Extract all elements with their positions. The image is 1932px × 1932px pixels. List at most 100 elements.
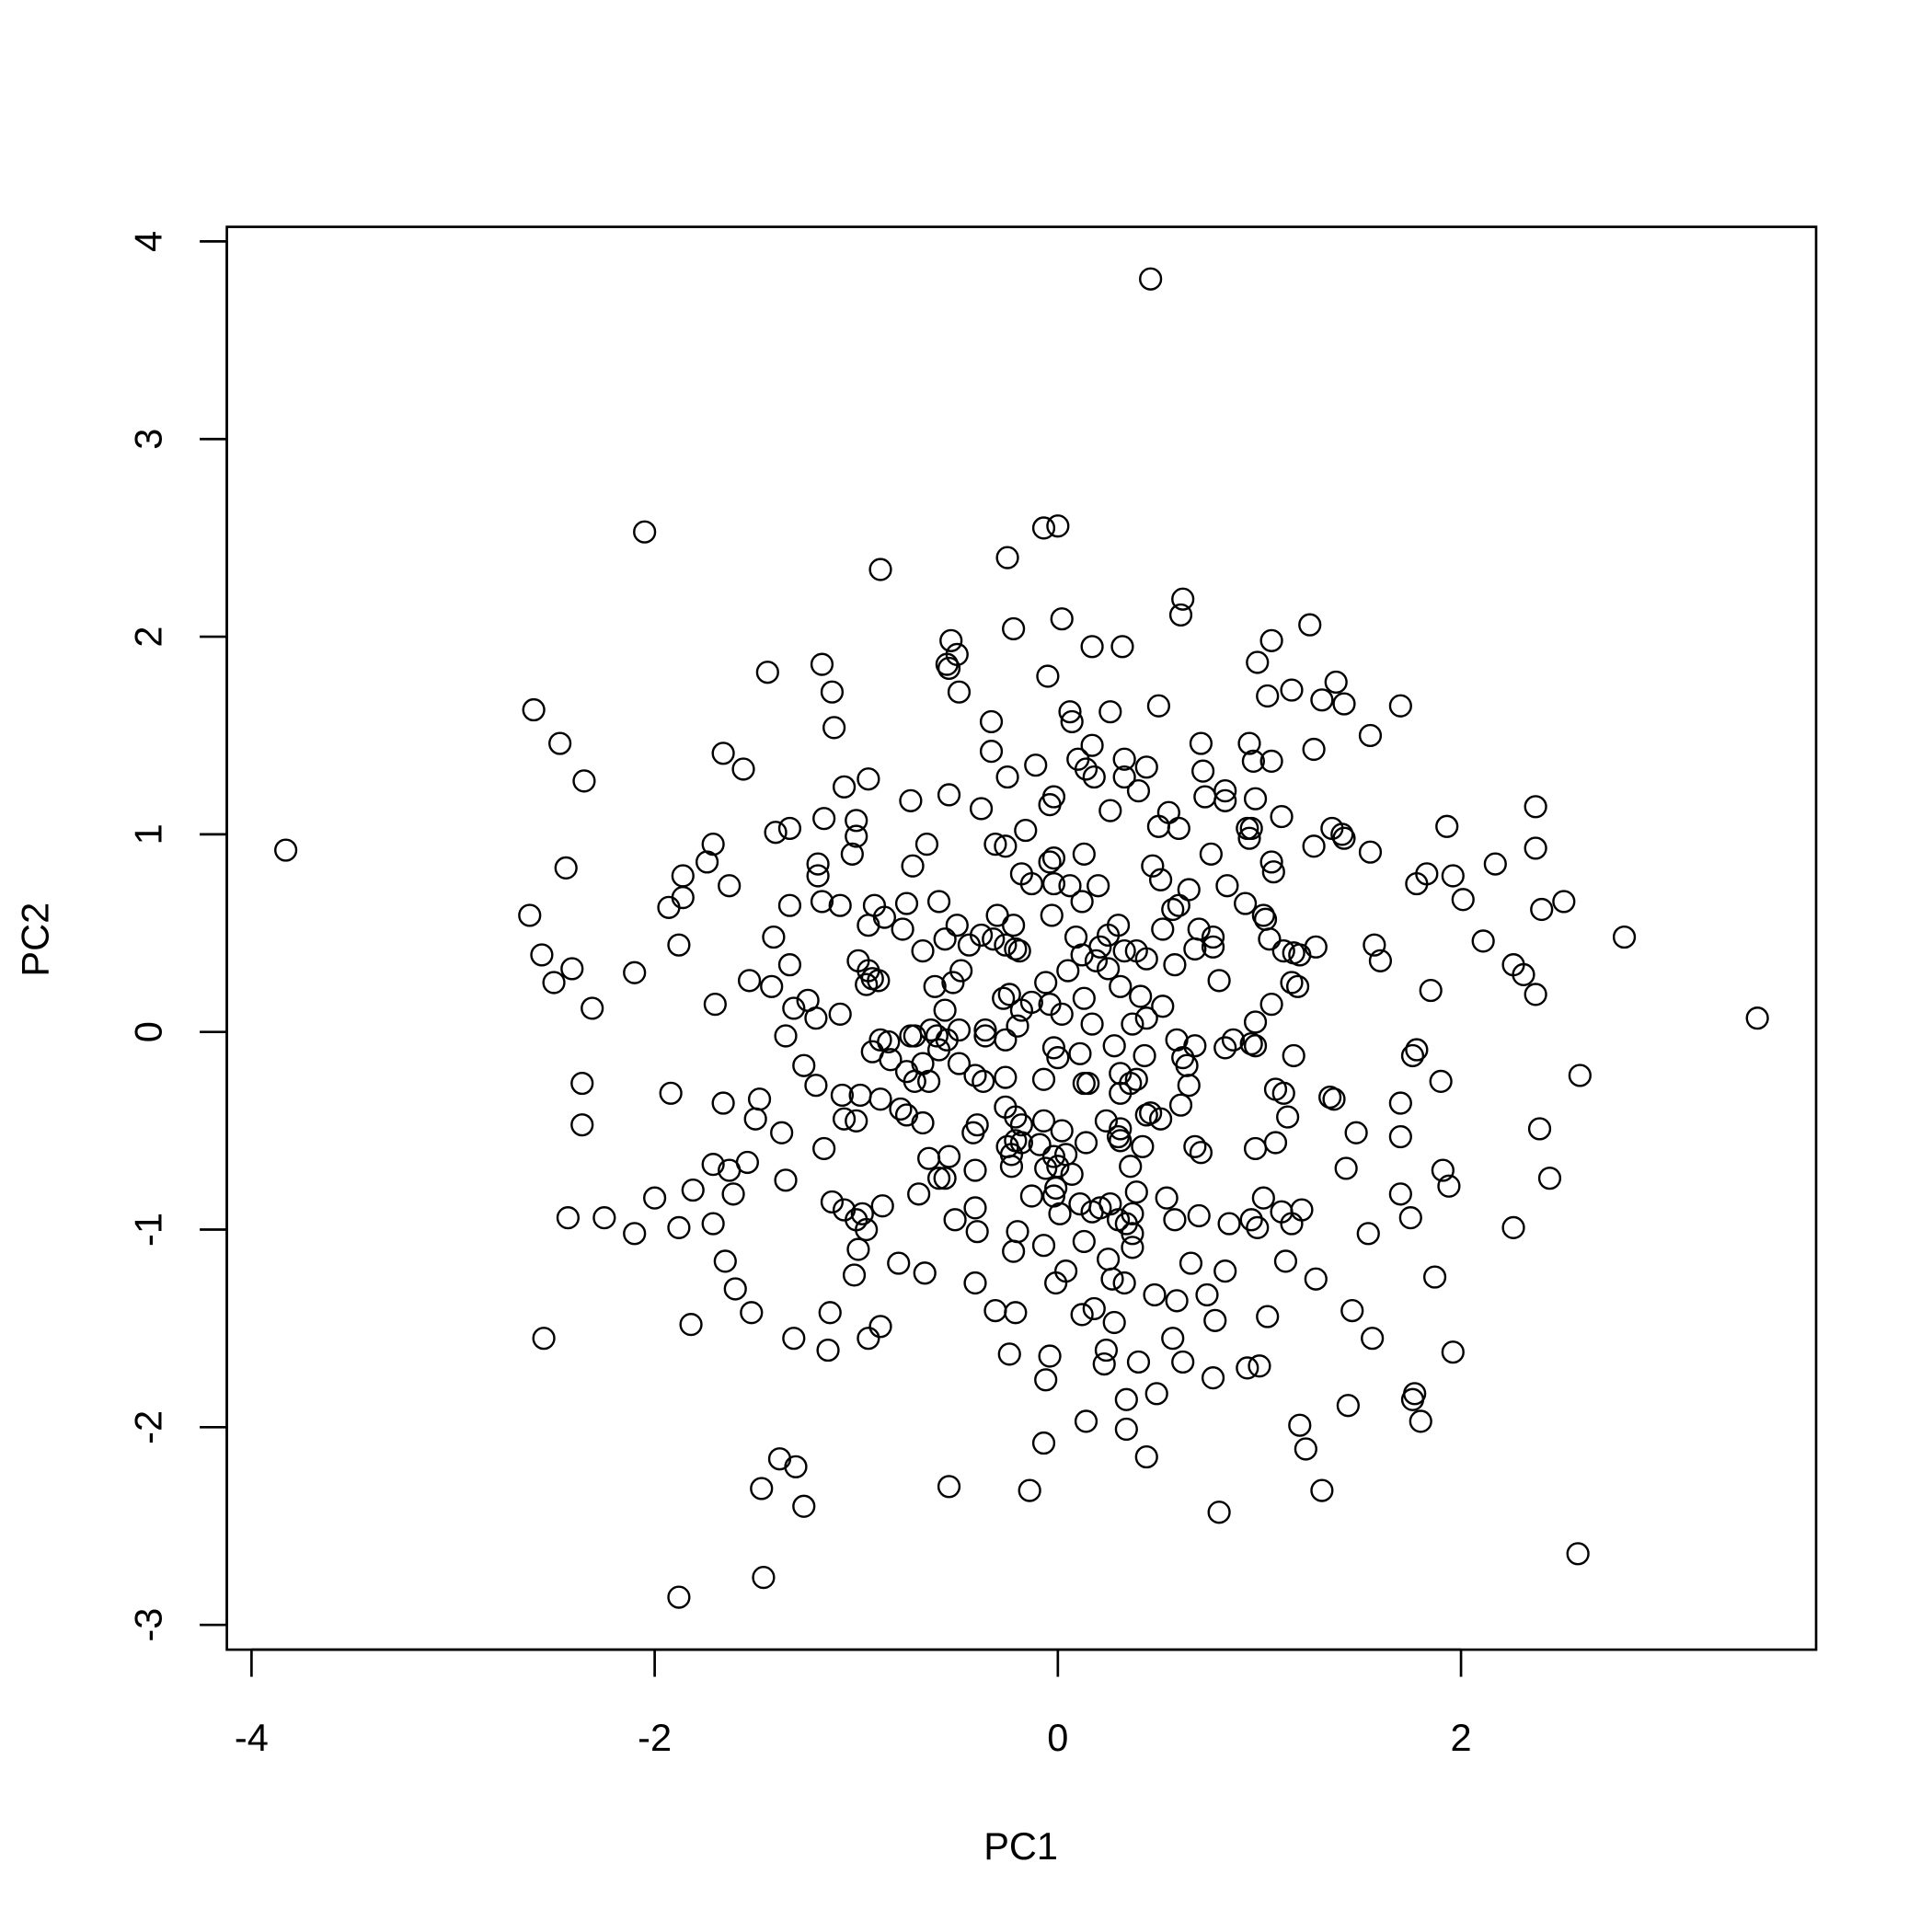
data-point (1080, 733, 1104, 757)
data-point (937, 783, 961, 807)
data-point (1074, 1409, 1098, 1433)
data-point (1171, 587, 1195, 611)
data-point (1114, 1387, 1138, 1411)
data-point (963, 1064, 987, 1087)
data-point (760, 974, 784, 998)
data-point (667, 1585, 691, 1609)
data-point (1070, 1303, 1094, 1327)
data-point (1302, 737, 1326, 762)
data-point (1276, 1105, 1300, 1129)
data-point (1207, 1501, 1231, 1524)
data-point (1060, 1162, 1084, 1186)
data-point (1048, 1202, 1072, 1225)
data-point (731, 757, 755, 781)
data-point (1183, 1134, 1207, 1158)
data-point (933, 1167, 957, 1190)
data-point (1324, 670, 1348, 695)
data-point (870, 1194, 894, 1218)
data-point (747, 1087, 772, 1111)
data-point (1031, 516, 1056, 540)
data-point (1163, 1208, 1187, 1232)
data-point (1251, 1186, 1275, 1210)
y-axis-label: PC2 (13, 903, 56, 977)
data-point (961, 1121, 985, 1144)
data-point (1471, 929, 1495, 953)
data-point (1294, 1437, 1317, 1461)
data-point (937, 656, 961, 681)
data-point (939, 628, 963, 652)
data-point (1109, 1129, 1133, 1153)
data-point (1363, 933, 1386, 957)
data-point (1501, 1215, 1525, 1239)
data-point (973, 1018, 997, 1042)
data-point (659, 1081, 683, 1105)
data-point (623, 960, 647, 984)
data-point (633, 520, 657, 544)
data-point (723, 1277, 747, 1301)
data-point (1038, 793, 1062, 817)
data-point (1109, 974, 1133, 998)
data-point (868, 558, 892, 581)
data-point (1134, 1006, 1158, 1030)
data-point (1441, 1340, 1465, 1364)
data-point (1256, 684, 1280, 708)
data-point (681, 1178, 705, 1202)
data-point (1241, 749, 1265, 773)
y-tick-label: 0 (127, 1021, 170, 1042)
y-tick-label: 1 (127, 823, 170, 845)
data-point (713, 1249, 737, 1273)
data-point (983, 833, 1007, 857)
data-point (774, 1024, 798, 1048)
data-point (1038, 1344, 1062, 1368)
data-point (1121, 1236, 1144, 1259)
data-point (711, 1091, 735, 1115)
data-point (1087, 874, 1110, 898)
data-point (911, 939, 935, 963)
data-point (1213, 1259, 1237, 1283)
data-point (755, 661, 779, 684)
data-point (1304, 935, 1328, 959)
data-point (643, 1186, 667, 1210)
data-point (1243, 1136, 1268, 1161)
data-point (1189, 731, 1213, 755)
data-point (782, 996, 806, 1020)
data-point (816, 1338, 840, 1363)
data-point (806, 852, 830, 876)
data-point (982, 927, 1006, 951)
data-point (1004, 1301, 1028, 1325)
data-point (1070, 890, 1094, 914)
data-point (570, 1113, 594, 1137)
data-point (592, 1206, 616, 1230)
data-point (1201, 935, 1225, 959)
data-point (1361, 1327, 1385, 1351)
data-point (623, 1222, 647, 1246)
data-point (1024, 753, 1048, 777)
data-point (1215, 874, 1239, 898)
data-point (1146, 814, 1170, 838)
data-point (879, 1048, 903, 1072)
data-point (842, 1263, 867, 1287)
data-point (1183, 937, 1207, 961)
data-point (718, 874, 742, 898)
data-point (945, 914, 969, 937)
data-point (1282, 941, 1305, 965)
data-point (1282, 1043, 1305, 1068)
data-point (518, 903, 542, 927)
data-point (1177, 1074, 1201, 1098)
y-tick-label: 2 (127, 626, 170, 647)
data-point (1094, 1338, 1119, 1363)
data-point (925, 1024, 949, 1048)
data-point (1409, 1409, 1432, 1433)
data-point (845, 809, 868, 833)
data-point (1068, 1191, 1092, 1216)
data-point (1213, 1036, 1237, 1060)
data-point (1388, 1091, 1412, 1115)
data-point (806, 864, 830, 888)
data-point (1189, 1141, 1213, 1165)
x-axis-label: PC1 (983, 1824, 1058, 1868)
data-point (979, 709, 1004, 734)
data-point (1527, 1117, 1552, 1141)
data-point (1141, 854, 1165, 878)
data-point (1131, 1134, 1155, 1158)
data-point (965, 1220, 989, 1244)
